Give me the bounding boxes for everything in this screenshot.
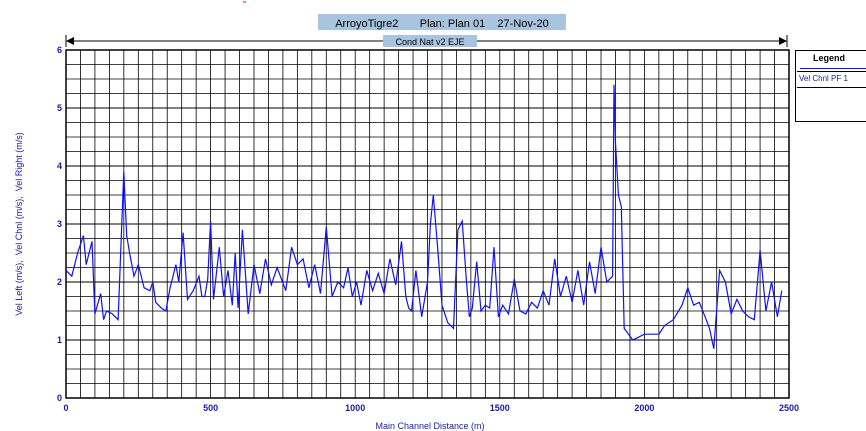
plot-frame [65,49,790,399]
y-tick-label: 0 [57,393,62,403]
y-axis-label: Vel Left (m/s), Vel Chnl (m/s), Vel Righ… [14,132,24,316]
y-tick-label: 5 [57,103,62,113]
legend-entry-label: Vel Chnl PF 1 [799,74,848,83]
x-tick-label: 1500 [490,403,510,413]
legend-title: Legend [812,53,845,63]
y-tick-labels: 0 1 2 3 4 5 6 [57,45,62,403]
y-tick-label: 2 [57,277,62,287]
reach-label: Cond Nat v2 EJE [395,37,464,47]
x-tick-label: 2000 [634,403,654,413]
reach-arrow-left-icon [66,37,74,45]
legend-divider [797,87,866,88]
legend-entry [797,71,866,72]
legend-line-swatch [800,68,866,69]
x-tick-label: 1000 [345,403,365,413]
chart-title: ArroyoTigre2 Plan: Plan 01 27-Nov-20 [335,18,549,30]
x-tick-label: 500 [203,403,218,413]
title-highlight [318,14,566,30]
x-tick-labels: 0 500 1000 1500 2000 2500 [63,403,799,413]
y-tick-label: 3 [57,219,62,229]
legend: Legend Vel Chnl PF 1 [795,50,866,122]
reach-arrow-right-icon [779,37,787,45]
y-tick-label: 6 [57,45,62,55]
reach-label-bg [383,35,477,47]
x-tick-label: 2500 [779,403,799,413]
x-tick-label: 0 [63,403,68,413]
y-tick-label: 1 [57,335,62,345]
series-line-vel-chnl [65,84,783,349]
grid [65,49,790,399]
y-tick-label: 4 [57,161,62,171]
x-axis-label: Main Channel Distance (m) [375,421,484,431]
